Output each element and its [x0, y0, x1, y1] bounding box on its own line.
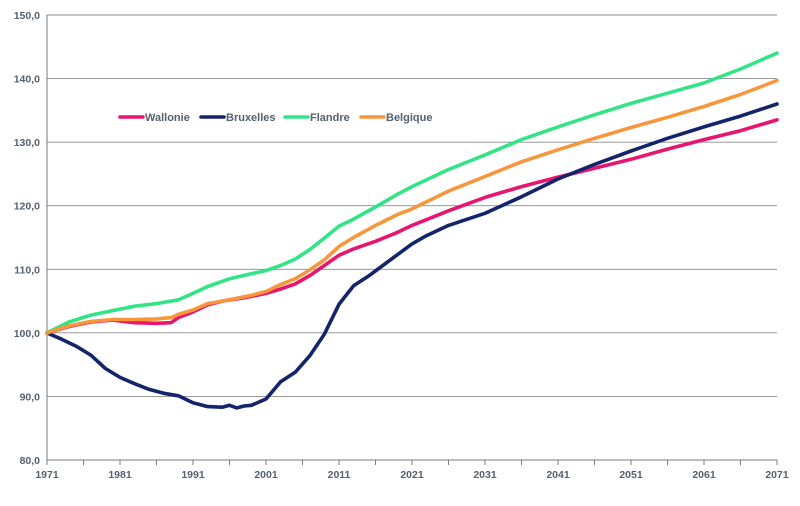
x-tick-label: 2011	[328, 469, 351, 481]
y-tick-label: 130,0	[14, 137, 40, 149]
x-tick-label: 2021	[400, 469, 424, 481]
x-tick-label: 2001	[254, 469, 278, 481]
legend: Wallonie Bruxelles Flandre Belgique	[118, 112, 432, 124]
x-tick-label: 2071	[765, 469, 789, 481]
legend-label: Flandre	[310, 112, 350, 124]
legend-item-wallonie: Wallonie	[118, 112, 190, 124]
x-tick-label: 2041	[546, 469, 570, 481]
y-tick-label: 90,0	[20, 391, 41, 403]
series-line-wallonie	[45, 118, 779, 335]
x-tick-label: 1971	[35, 469, 59, 481]
y-tick-labels: 80,0 90,0 100,0 110,0 120,0 130,0 140,0 150,0	[14, 10, 40, 467]
x-tick-labels: 1971 1981 1991 2001 2011 2021 2031 2041 2051 2061…	[35, 469, 789, 481]
series-lines	[45, 51, 779, 410]
legend-label: Bruxelles	[226, 112, 276, 124]
legend-item-bruxelles: Bruxelles	[199, 112, 276, 124]
gridlines	[47, 14, 777, 397]
series-line-belgique	[45, 78, 779, 335]
y-tick-label: 100,0	[14, 328, 40, 340]
x-tick-label: 1991	[181, 469, 205, 481]
x-tick-label: 2031	[473, 469, 497, 481]
y-tick-label: 120,0	[14, 201, 40, 213]
legend-label: Wallonie	[145, 112, 190, 124]
axes	[46, 15, 778, 465]
x-tick-label: 2061	[692, 469, 716, 481]
y-tick-label: 150,0	[14, 10, 40, 22]
y-tick-label: 80,0	[20, 455, 41, 467]
y-tick-label: 140,0	[14, 74, 40, 86]
series-line-flandre	[45, 51, 779, 335]
legend-item-flandre: Flandre	[283, 112, 350, 124]
series-line-bruxelles	[45, 102, 779, 410]
legend-item-belgique: Belgique	[359, 112, 432, 124]
y-tick-label: 110,0	[14, 264, 40, 276]
x-tick-label: 2051	[619, 469, 643, 481]
x-tick-label: 1981	[108, 469, 132, 481]
legend-label: Belgique	[386, 112, 432, 124]
